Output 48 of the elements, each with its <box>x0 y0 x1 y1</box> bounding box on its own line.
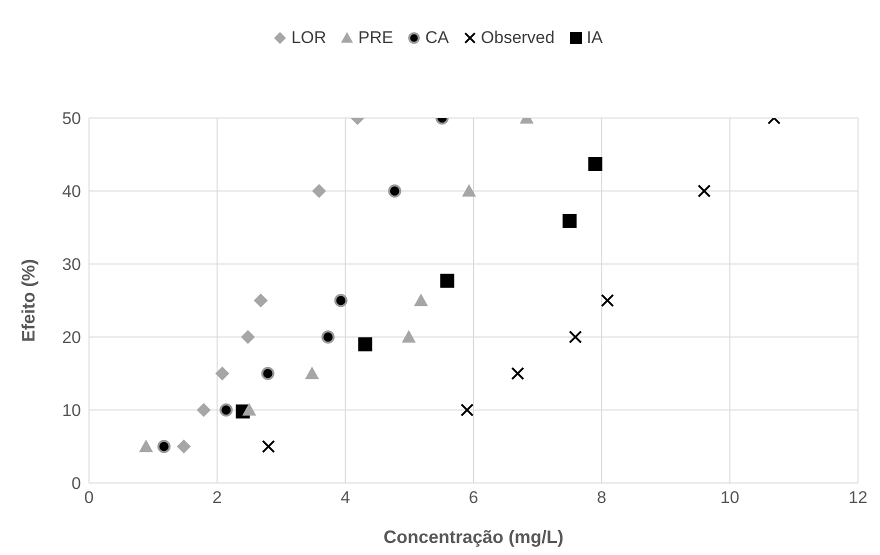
x-tick-label: 2 <box>212 488 222 508</box>
x-tick-label: 10 <box>720 488 740 508</box>
point <box>334 294 348 308</box>
x-tick-label: 4 <box>340 488 350 508</box>
y-tick-label: 0 <box>72 474 81 494</box>
point <box>462 184 476 197</box>
point <box>242 403 256 416</box>
point <box>460 403 474 417</box>
y-tick-label: 30 <box>62 255 81 274</box>
point <box>220 403 233 417</box>
legend-label: IA <box>586 28 603 48</box>
point <box>414 294 428 306</box>
point <box>240 330 255 344</box>
x-axis-title: Concentração (mg/L) <box>383 527 564 547</box>
y-tick-label: 20 <box>62 328 81 348</box>
point <box>262 440 276 454</box>
point <box>511 366 524 380</box>
point <box>388 184 402 198</box>
y-axis-title: Efeito (%) <box>18 259 38 342</box>
point <box>440 274 454 288</box>
point <box>562 214 577 228</box>
point <box>402 330 416 343</box>
x-tick-label: 8 <box>596 488 606 508</box>
y-tick-label: 50 <box>62 109 81 128</box>
point <box>254 294 268 308</box>
point <box>157 440 171 454</box>
point <box>196 403 211 417</box>
point <box>600 294 614 308</box>
point <box>312 184 326 198</box>
x-tick-label: 0 <box>84 488 94 508</box>
legend-label: CA <box>425 28 449 48</box>
point <box>588 156 602 171</box>
point <box>215 366 230 380</box>
point <box>568 330 582 344</box>
legend-label: LOR <box>291 28 326 48</box>
point <box>261 366 274 380</box>
x-tick-label: 6 <box>468 488 478 508</box>
x-tick-label: 12 <box>848 488 868 508</box>
point <box>139 440 154 452</box>
legend-label: Observed <box>480 28 555 48</box>
legend-label: PRE <box>358 28 394 48</box>
point <box>321 330 335 344</box>
y-tick-label: 40 <box>62 182 81 202</box>
point <box>305 366 320 380</box>
point <box>698 184 711 198</box>
y-tick-label: 10 <box>62 401 81 420</box>
point <box>176 440 191 454</box>
point <box>358 337 372 352</box>
